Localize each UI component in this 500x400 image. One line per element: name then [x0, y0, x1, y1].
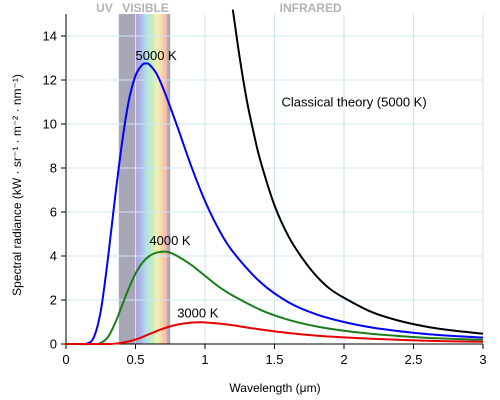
visible-band-spectrum: [134, 14, 168, 344]
y-axis-title: Spectral radiance (kW · sr⁻¹ · m⁻² · nm⁻…: [10, 74, 24, 296]
x-tick-label: 1: [201, 352, 208, 367]
y-tick-label: 0: [50, 337, 57, 352]
x-tick-label: 0: [62, 352, 69, 367]
curve-label-classical-theory-5000-k: Classical theory (5000 K): [281, 94, 426, 109]
curve-label-4000-k: 4000 K: [149, 233, 191, 248]
labels: 5000 K 4000 K 3000 K Classical theory (5000…: [136, 48, 427, 320]
x-tick-label: 3: [479, 352, 486, 367]
y-tick-label: 14: [43, 29, 57, 44]
y-tick-label: 6: [50, 205, 57, 220]
y-tick-label: 12: [43, 73, 57, 88]
curve-label-3000-k: 3000 K: [177, 306, 219, 321]
curve-label-5000-k: 5000 K: [136, 48, 178, 63]
band-label-visible: VISIBLE: [122, 1, 169, 15]
axes: 0 0.5 1 1.5 2 2.5 3 0 2 4 6 8 10 12 14: [43, 14, 487, 367]
series-lines: [65, 9, 484, 346]
x-tick-label: 2.5: [404, 352, 422, 367]
x-tick-label: 2: [340, 352, 347, 367]
x-tick-label: 0.5: [126, 352, 144, 367]
band-label-uv: UV: [96, 1, 113, 15]
x-tick-label: 1.5: [265, 352, 283, 367]
y-tick-label: 10: [43, 117, 57, 132]
spectrum-bands: UV VISIBLE INFRARED: [96, 1, 342, 344]
series-line-3000-k: [65, 321, 484, 346]
y-tick-label: 2: [50, 293, 57, 308]
band-label-infrared: INFRARED: [280, 1, 342, 15]
y-tick-label: 8: [50, 161, 57, 176]
x-axis-title: Wavelength (μm): [229, 381, 320, 395]
series-line-5000-k: [65, 62, 484, 346]
series-line-4000-k: [65, 250, 484, 346]
series-line-classical-theory-5000-k: [231, 9, 484, 335]
y-tick-label: 4: [50, 249, 57, 264]
grid: [66, 14, 484, 344]
